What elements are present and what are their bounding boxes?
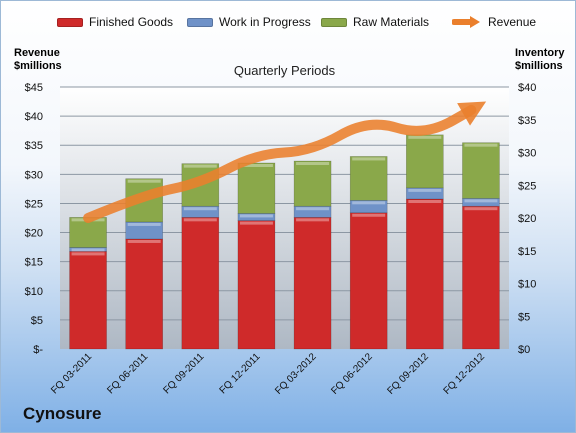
revenue-arrowhead — [457, 101, 487, 126]
category-label: FQ 06-2011 — [105, 351, 150, 396]
category-label: FQ 06-2012 — [329, 351, 375, 397]
bar-finished-goods — [181, 217, 220, 350]
bar-raw-materials — [349, 156, 388, 201]
bar-highlight — [71, 252, 105, 256]
bar-raw-materials — [237, 162, 276, 214]
legend-item-finished-goods: Finished Goods — [57, 15, 173, 29]
bar-finished-goods — [125, 238, 163, 350]
bar-raw-materials — [462, 142, 500, 199]
left-tick-label: $- — [33, 344, 43, 356]
bar-finished-goods — [349, 212, 388, 350]
bar-highlight — [239, 214, 273, 218]
left-axis-title: Revenue $millions — [14, 47, 62, 73]
left-tick-label: $5 — [31, 315, 43, 327]
bar-finished-goods — [237, 220, 276, 350]
right-axis-title-line2: $millions — [515, 60, 563, 72]
right-tick-label: $40 — [518, 82, 536, 94]
left-tick-label: $40 — [25, 111, 43, 123]
category-label: FQ 09-2011 — [161, 351, 206, 396]
bar-highlight — [183, 218, 217, 222]
left-tick-label: $30 — [25, 169, 43, 181]
legend-item-revenue: Revenue — [452, 15, 536, 29]
legend-label: Raw Materials — [353, 15, 430, 29]
left-tick-label: $45 — [25, 82, 43, 94]
bar-highlight — [408, 188, 442, 192]
bar-highlight — [239, 163, 273, 167]
legend-label: Work in Progress — [219, 15, 311, 29]
right-tick-label: $30 — [518, 148, 536, 160]
bar-highlight — [127, 239, 161, 243]
category-label: FQ 12-2012 — [442, 351, 488, 397]
bar-highlight — [352, 201, 386, 205]
company-name: Cynosure — [23, 404, 102, 423]
left-tick-label: $25 — [25, 198, 43, 210]
left-tick-label: $20 — [25, 228, 43, 240]
bar-highlight — [464, 207, 498, 211]
category-label: FQ 03-2011 — [49, 351, 94, 396]
right-tick-label: $20 — [518, 213, 536, 225]
right-tick-label: $10 — [518, 279, 536, 291]
revenue-line — [83, 104, 477, 223]
bar-finished-goods — [69, 251, 107, 350]
bar-work-in-progress — [349, 200, 388, 214]
chart-title: Quarterly Periods — [234, 63, 336, 78]
bar-finished-goods — [462, 205, 500, 350]
bar-highlight — [352, 213, 386, 217]
bar-raw-materials — [293, 160, 332, 207]
left-tick-label: $10 — [25, 286, 43, 298]
category-label: FQ 09-2012 — [385, 351, 431, 397]
legend-swatch — [321, 17, 347, 27]
bar-highlight — [296, 218, 330, 222]
bar-highlight — [464, 143, 498, 147]
bar-finished-goods — [293, 217, 332, 350]
bar-work-in-progress — [181, 205, 220, 218]
legend-swatch — [57, 17, 83, 27]
bar-highlight — [352, 157, 386, 161]
bar-highlight — [408, 135, 442, 139]
bar-highlight — [296, 162, 330, 166]
bar-highlight — [183, 207, 217, 211]
legend: Finished Goods Work in Progress Raw Materi… — [1, 15, 576, 33]
legend-label: Finished Goods — [89, 15, 174, 29]
right-axis-title-line1: Inventory — [515, 47, 565, 59]
right-tick-label: $35 — [518, 115, 536, 127]
legend-item-raw-materials: Raw Materials — [321, 15, 429, 29]
left-tick-label: $35 — [25, 140, 43, 152]
bar-highlight — [408, 200, 442, 204]
bar-highlight — [127, 222, 161, 226]
bar-finished-goods — [406, 198, 444, 350]
bar-highlight — [183, 164, 217, 168]
category-label: FQ 12-2011 — [218, 351, 263, 396]
legend-arrow-icon — [452, 16, 480, 28]
right-tick-label: $0 — [518, 344, 530, 356]
bar-highlight — [71, 248, 105, 252]
bar-raw-materials — [406, 134, 444, 189]
legend-label: Revenue — [488, 15, 537, 29]
right-tick-label: $25 — [518, 180, 536, 192]
legend-swatch — [187, 17, 213, 27]
left-tick-label: $15 — [25, 257, 43, 269]
bar-highlight — [296, 207, 330, 211]
right-tick-label: $5 — [518, 311, 530, 323]
left-axis-title-line2: $millions — [14, 60, 62, 72]
bar-highlight — [127, 179, 161, 183]
bar-highlight — [239, 221, 273, 225]
bar-highlight — [464, 199, 498, 203]
right-axis-title: Inventory $millions — [515, 47, 565, 73]
category-label: FQ 03-2012 — [273, 351, 319, 397]
right-tick-label: $15 — [518, 246, 536, 258]
bar-work-in-progress — [293, 205, 332, 218]
legend-item-work-in-progress: Work in Progress — [187, 15, 311, 29]
left-axis-title-line1: Revenue — [14, 47, 60, 59]
